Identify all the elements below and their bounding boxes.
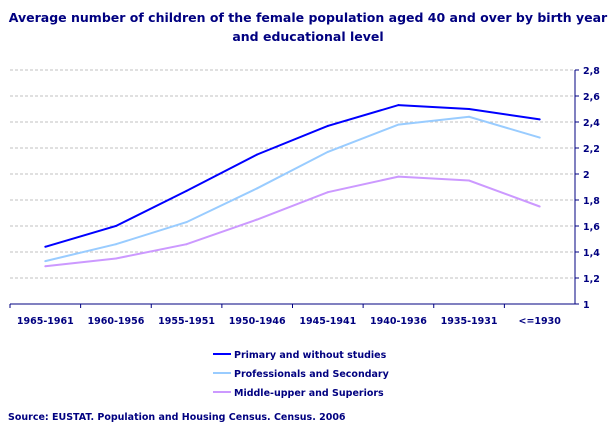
y-tick-label: 1,8 — [583, 196, 600, 207]
data-point — [114, 225, 117, 227]
data-point — [185, 189, 188, 192]
series-line — [45, 104, 540, 248]
data-point — [326, 124, 329, 127]
data-point — [185, 221, 188, 224]
data-point — [538, 118, 541, 121]
data-point — [397, 175, 400, 178]
y-tick-label: 1,6 — [583, 222, 600, 233]
data-point — [44, 260, 47, 263]
data-point — [538, 136, 541, 139]
x-tick-label: 1935-1931 — [441, 316, 498, 327]
legend-label: Middle-upper and Superiors — [234, 388, 384, 399]
data-point — [256, 187, 259, 190]
series-line — [45, 175, 541, 268]
legend-label: Professionals and Secondary — [234, 369, 390, 380]
line-chart: 1 1,2 1,4 1,6 1,8 2 2,2 2,4 2,6 2,8 1965-1961 1960-… — [9, 66, 600, 399]
x-tick-label: 1955-1951 — [158, 316, 215, 327]
y-tick-label: 2,6 — [583, 92, 600, 103]
data-point — [468, 108, 471, 110]
x-tick-label: 1940-1936 — [370, 316, 427, 327]
data-point — [114, 257, 117, 260]
data-point — [468, 115, 471, 118]
y-tick-label: 2,4 — [583, 118, 600, 129]
data-point — [256, 153, 259, 156]
data-point — [44, 265, 47, 268]
x-tick-label: <=1930 — [519, 316, 562, 327]
y-tick-label: 1,2 — [583, 274, 600, 285]
chart-title: Average number of children of the female… — [8, 10, 608, 44]
y-tick-label: 1 — [583, 300, 590, 311]
data-point — [326, 150, 329, 153]
data-point — [397, 104, 400, 107]
data-point — [468, 179, 471, 182]
data-point — [256, 218, 259, 221]
series-line — [45, 115, 540, 263]
data-point — [538, 205, 541, 208]
x-tick-label: 1965-1961 — [17, 316, 74, 327]
y-tick-label: 2,2 — [583, 144, 600, 155]
data-point — [397, 123, 400, 126]
data-point — [185, 243, 188, 246]
data-point — [326, 191, 329, 194]
data-point — [44, 245, 47, 248]
x-tick-label: 1960-1956 — [88, 316, 145, 327]
source-note: Source: EUSTAT. Population and Housing C… — [8, 412, 346, 423]
y-tick-label: 2,8 — [583, 66, 600, 77]
x-tick-label: 1950-1946 — [229, 316, 286, 327]
y-tick-label: 1,4 — [583, 248, 600, 259]
legend-label: Primary and without studies — [234, 350, 387, 361]
x-tick-label: 1945-1941 — [299, 316, 356, 327]
y-tick-label: 2 — [583, 170, 590, 181]
data-point — [114, 243, 117, 246]
